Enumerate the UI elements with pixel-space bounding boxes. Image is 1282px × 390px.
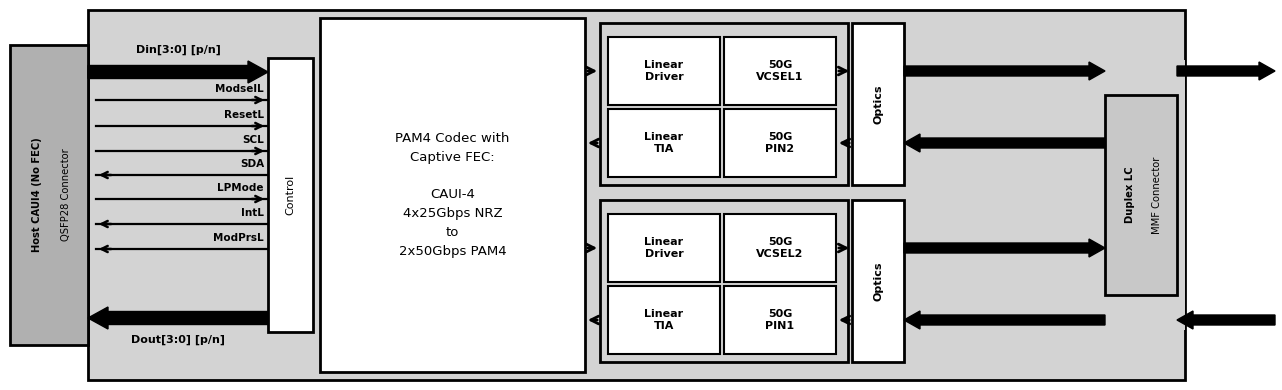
Text: 50G
PIN1: 50G PIN1 — [765, 309, 795, 331]
Bar — [268, 58, 313, 332]
Bar — [724, 109, 836, 177]
Text: SDA: SDA — [240, 159, 264, 169]
Text: Dout[3:0] [p/n]: Dout[3:0] [p/n] — [131, 335, 226, 345]
Text: Linear
TIA: Linear TIA — [645, 132, 683, 154]
Polygon shape — [1177, 62, 1276, 80]
Text: 50G
PIN2: 50G PIN2 — [765, 132, 795, 154]
Bar — [724, 214, 836, 282]
Bar — [608, 214, 720, 282]
Polygon shape — [88, 61, 268, 83]
Bar — [10, 45, 88, 345]
Bar — [600, 200, 847, 362]
Text: ResetL: ResetL — [224, 110, 264, 120]
Text: Linear
TIA: Linear TIA — [645, 309, 683, 331]
Text: QSFP28 Connector: QSFP28 Connector — [62, 149, 72, 241]
Polygon shape — [904, 62, 1105, 80]
Bar — [1105, 95, 1177, 295]
Bar — [608, 286, 720, 354]
Text: Optics: Optics — [873, 84, 883, 124]
Text: Optics: Optics — [873, 261, 883, 301]
Text: Linear
Driver: Linear Driver — [645, 60, 683, 82]
Bar — [88, 10, 1185, 380]
Text: MMF Connector: MMF Connector — [1151, 156, 1161, 234]
Text: 50G
VCSEL1: 50G VCSEL1 — [756, 60, 804, 82]
Text: 50G
VCSEL2: 50G VCSEL2 — [756, 237, 804, 259]
Bar — [600, 23, 847, 185]
Bar — [608, 37, 720, 105]
Polygon shape — [904, 134, 1105, 152]
Text: Host CAUI4 (No FEC): Host CAUI4 (No FEC) — [32, 138, 42, 252]
Text: IntL: IntL — [241, 208, 264, 218]
Polygon shape — [88, 307, 268, 329]
Text: Duplex LC: Duplex LC — [1126, 167, 1135, 223]
Text: ModselL: ModselL — [215, 84, 264, 94]
Polygon shape — [904, 311, 1105, 329]
Bar — [320, 18, 585, 372]
Bar — [1090, 60, 1185, 330]
Polygon shape — [1177, 311, 1276, 329]
Bar — [608, 109, 720, 177]
Polygon shape — [904, 239, 1105, 257]
Text: Linear
Driver: Linear Driver — [645, 237, 683, 259]
Text: SCL: SCL — [242, 135, 264, 145]
Text: LPMode: LPMode — [218, 183, 264, 193]
Text: Control: Control — [286, 175, 295, 215]
Bar — [853, 23, 904, 185]
Text: PAM4 Codec with
Captive FEC:

CAUI-4
4x25Gbps NRZ
to
2x50Gbps PAM4: PAM4 Codec with Captive FEC: CAUI-4 4x25… — [395, 131, 510, 259]
Bar — [724, 286, 836, 354]
Bar — [853, 200, 904, 362]
Bar — [724, 37, 836, 105]
Text: Din[3:0] [p/n]: Din[3:0] [p/n] — [136, 45, 221, 55]
Text: ModPrsL: ModPrsL — [213, 233, 264, 243]
